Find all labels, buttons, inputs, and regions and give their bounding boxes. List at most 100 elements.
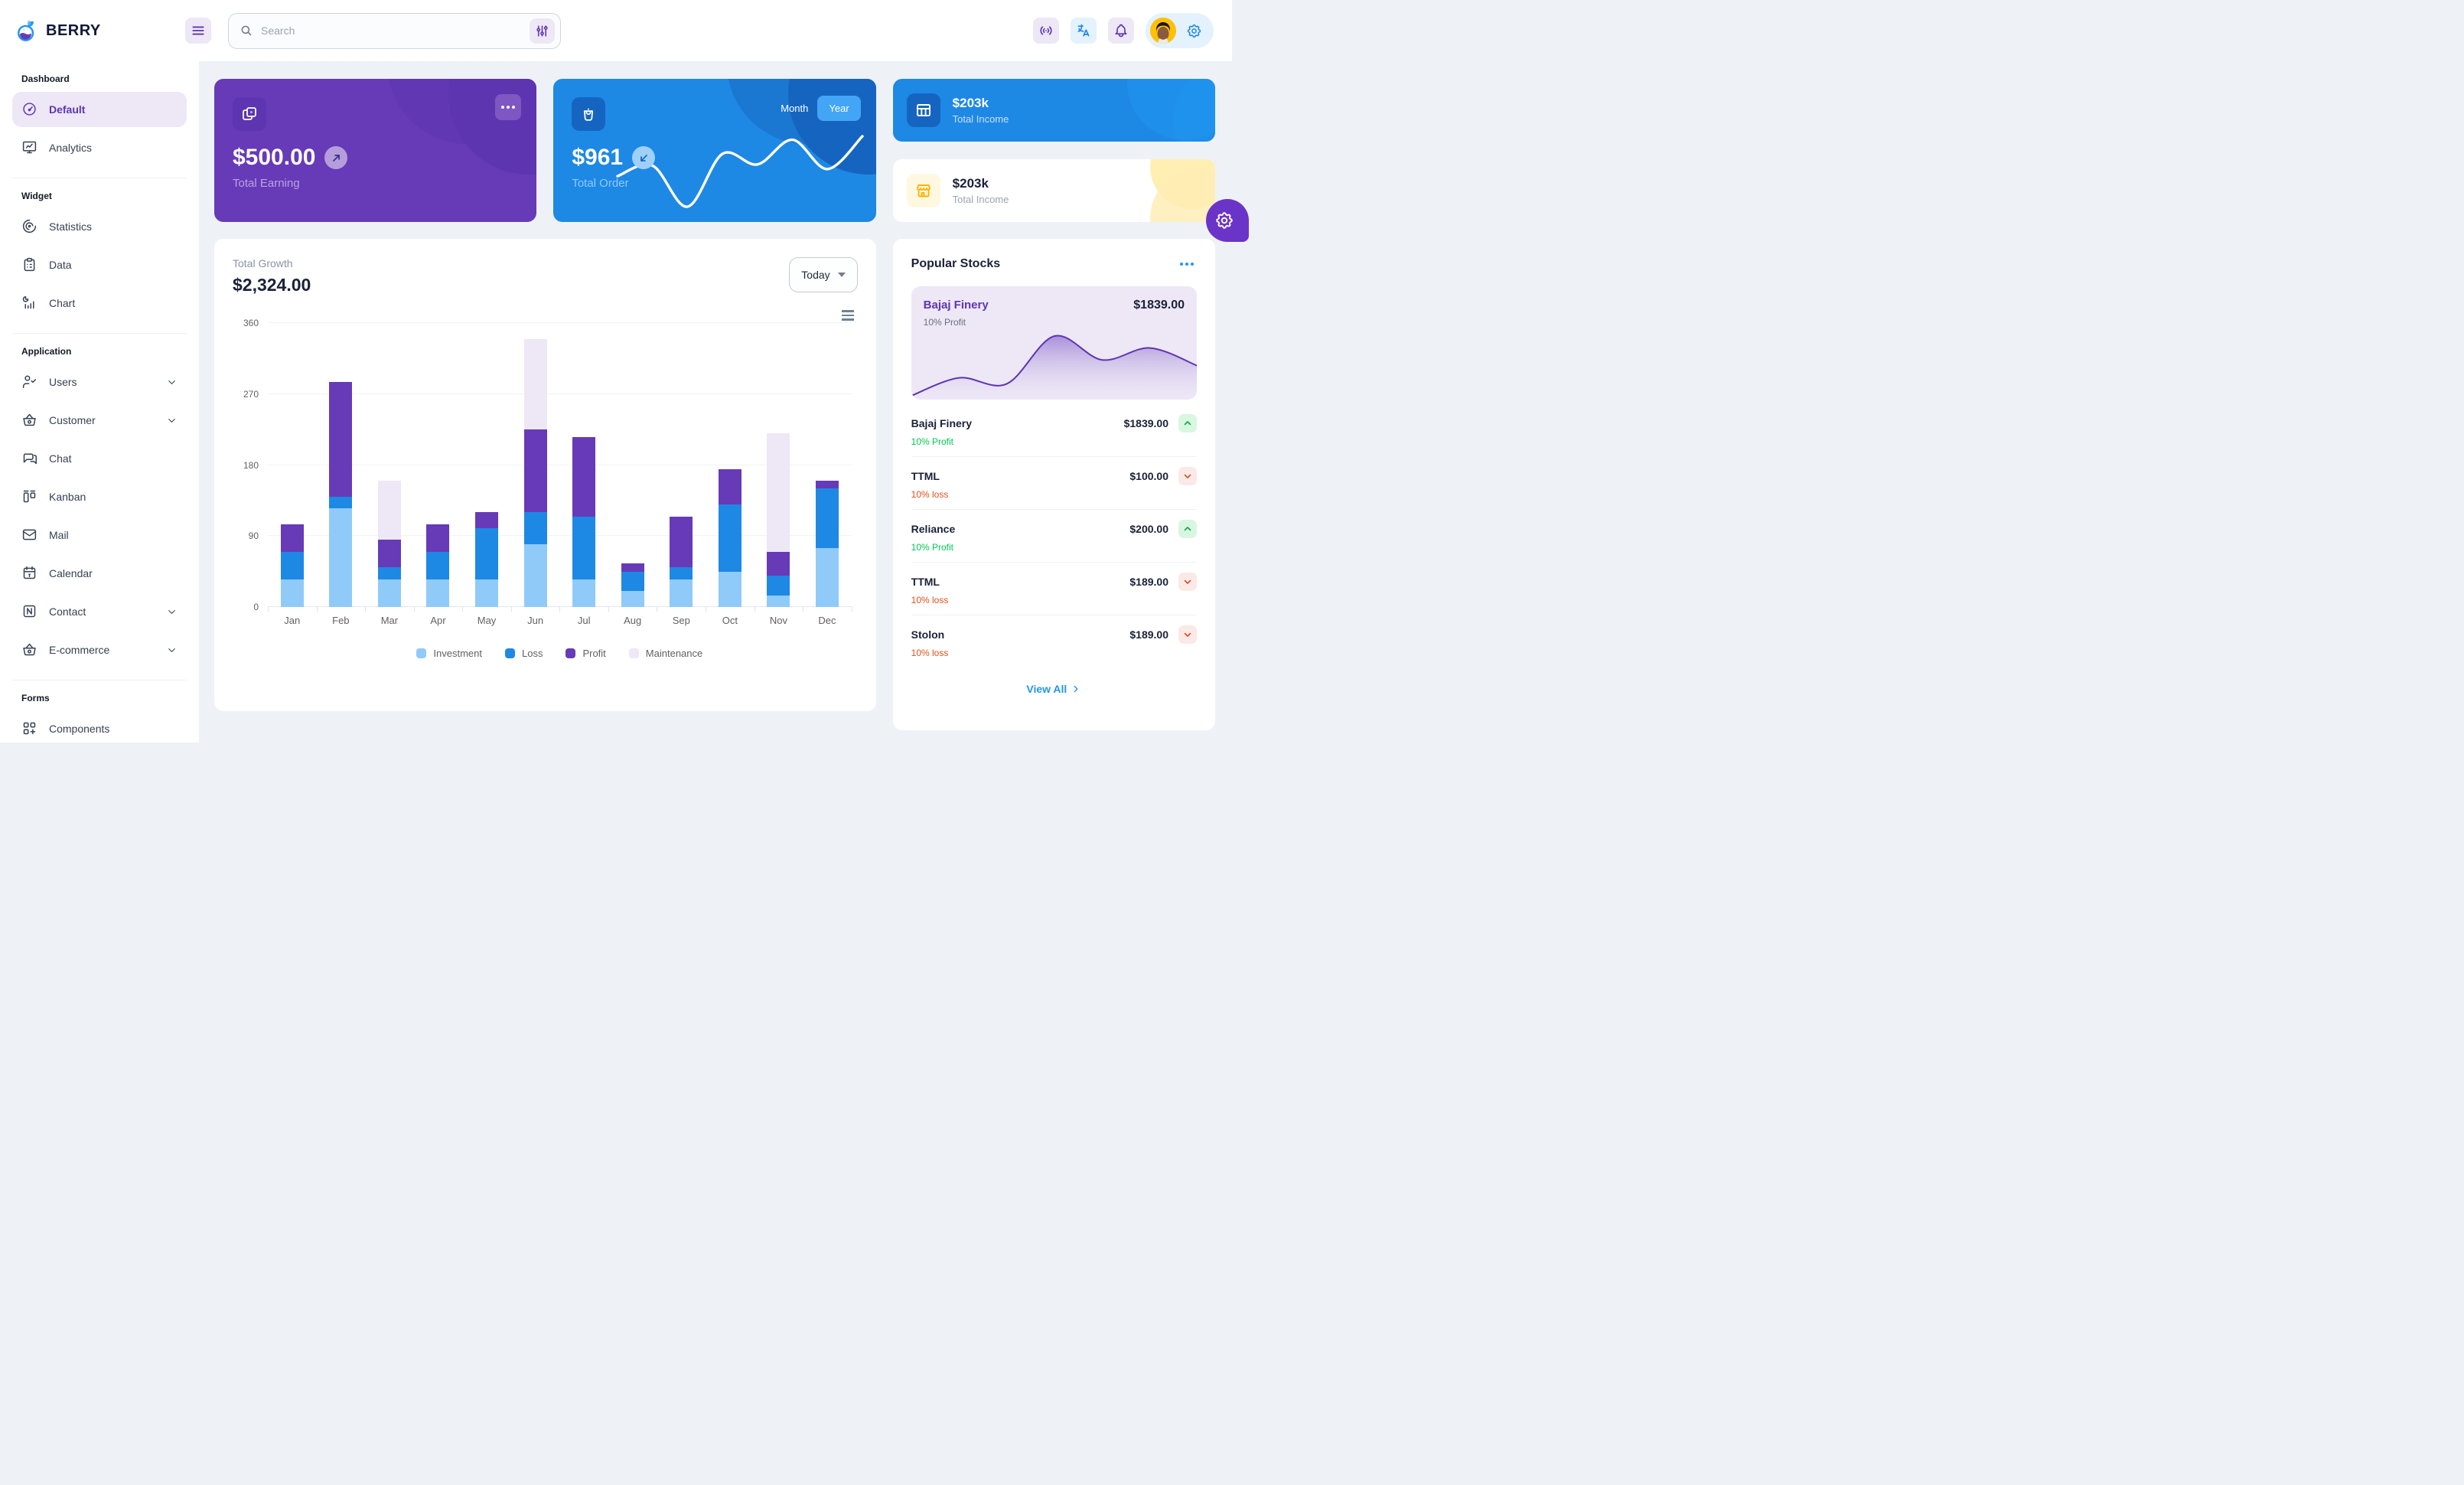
stacked-bar-mar[interactable] [377, 481, 401, 607]
translate-icon[interactable] [1071, 18, 1097, 44]
bar-slot-jun [511, 323, 560, 607]
stacked-bar-jun[interactable] [523, 338, 547, 607]
stacked-bar-oct[interactable] [718, 468, 741, 607]
popular-stocks-card: Popular Stocks Bajaj Finery 10% Profit $… [892, 239, 1215, 730]
stacked-bar-dec[interactable] [815, 481, 839, 607]
calendar-icon [21, 565, 38, 582]
featured-stock-name: Bajaj Finery [923, 299, 989, 312]
year-toggle-button[interactable]: Year [817, 96, 861, 121]
sidebar-item-label: Data [49, 259, 72, 271]
bar-segment-maintenance [523, 338, 547, 430]
sidebar-item-users[interactable]: Users [12, 364, 187, 400]
month-toggle-button[interactable]: Month [781, 103, 809, 114]
sidebar-item-contact[interactable]: Contact [12, 594, 187, 629]
sidebar-item-chart[interactable]: Chart [12, 286, 187, 321]
brand-logo[interactable]: BERRY [15, 19, 185, 42]
x-axis-tick [365, 607, 367, 612]
sidebar-item-mail[interactable]: Mail [12, 517, 187, 553]
chevron-down-badge-icon[interactable] [1178, 467, 1197, 485]
brand-name: BERRY [46, 21, 101, 39]
chevron-down-badge-icon[interactable] [1178, 573, 1197, 591]
kanban-icon [21, 488, 38, 505]
x-axis-tick [559, 607, 561, 612]
gridline-0 [268, 606, 852, 607]
x-axis-tick [510, 607, 512, 612]
legend-item-maintenance[interactable]: Maintenance [628, 648, 702, 659]
stock-row-ttml-3[interactable]: TTML $189.00 10% loss [911, 563, 1197, 615]
stocks-more-options-icon[interactable] [1177, 259, 1197, 269]
chevron-up-badge-icon[interactable] [1178, 414, 1197, 432]
stock-row-bajaj-finery-0[interactable]: Bajaj Finery $1839.00 10% Profit [911, 404, 1197, 457]
sidebar-item-default[interactable]: Default [12, 92, 187, 127]
arrow-down-left-icon[interactable] [632, 146, 656, 169]
featured-stock-price: $1839.00 [1133, 299, 1185, 312]
sidebar-item-components[interactable]: Components [12, 711, 187, 742]
growth-label: Total Growth [233, 257, 293, 269]
stock-row-stolon-4[interactable]: Stolon $189.00 10% loss [911, 615, 1197, 667]
featured-stock-card[interactable]: Bajaj Finery 10% Profit $1839.00 [911, 286, 1197, 400]
bar-slot-oct [706, 323, 755, 607]
stock-row-reliance-2[interactable]: Reliance $200.00 10% Profit [911, 510, 1197, 563]
bar-slot-apr [414, 323, 463, 607]
stacked-bar-apr[interactable] [426, 524, 450, 607]
featured-stock-change: 10% Profit [923, 317, 966, 328]
stacked-bar-may[interactable] [475, 512, 499, 607]
legend-swatch [565, 648, 576, 658]
bar-segment-investment [280, 579, 304, 607]
data-icon [21, 256, 38, 273]
legend-item-loss[interactable]: Loss [504, 648, 543, 659]
legend-item-profit[interactable]: Profit [565, 648, 606, 659]
stock-price: $200.00 [1129, 523, 1168, 535]
filter-sliders-icon[interactable] [530, 18, 555, 44]
nav-caption-forms: Forms [21, 693, 50, 703]
income-light-amount: $203k [952, 176, 989, 191]
customize-settings-button[interactable] [1206, 199, 1249, 242]
earning-more-options-icon[interactable] [495, 94, 522, 120]
bar-segment-loss [475, 527, 499, 579]
stacked-bar-jul[interactable] [572, 437, 596, 607]
sidebar-item-label: Analytics [49, 142, 93, 154]
sidebar-item-e-commerce[interactable]: E-commerce [12, 632, 187, 667]
arrow-up-right-icon[interactable] [324, 146, 348, 169]
bar-segment-investment [718, 571, 741, 607]
sidebar-item-customer[interactable]: Customer [12, 403, 187, 438]
search-input[interactable] [261, 24, 522, 37]
bar-slot-jan [268, 323, 317, 607]
stacked-bar-nov[interactable] [767, 433, 790, 607]
legend-item-investment[interactable]: Investment [416, 648, 482, 659]
chat-icon [21, 450, 38, 467]
gear-icon [1187, 24, 1201, 38]
stacked-bar-jan[interactable] [280, 524, 304, 607]
stock-row-ttml-1[interactable]: TTML $100.00 10% loss [911, 457, 1197, 510]
chevron-up-badge-icon[interactable] [1178, 520, 1197, 538]
period-select[interactable]: Today [789, 257, 858, 292]
view-all-link[interactable]: View All [911, 683, 1197, 695]
sidebar-item-chat[interactable]: Chat [12, 441, 187, 476]
stacked-bar-sep[interactable] [670, 516, 693, 607]
stacked-bar-feb[interactable] [329, 382, 353, 607]
sidebar-item-statistics[interactable]: Statistics [12, 209, 187, 244]
bar-segment-loss [718, 504, 741, 572]
sidebar-item-calendar[interactable]: Calendar [12, 556, 187, 591]
bell-icon[interactable] [1108, 18, 1134, 44]
profile-menu[interactable] [1146, 13, 1214, 48]
sidebar-item-analytics[interactable]: Analytics [12, 130, 187, 165]
bar-segment-profit [670, 516, 693, 568]
stock-name: TTML [911, 576, 940, 588]
total-income-light-card: $203k Total Income [892, 159, 1215, 222]
broadcast-icon[interactable] [1033, 18, 1059, 44]
bar-segment-profit [377, 540, 401, 568]
chevron-down-badge-icon[interactable] [1178, 625, 1197, 644]
chevron-down-icon [837, 273, 846, 277]
sidebar-item-data[interactable]: Data [12, 247, 187, 282]
chart-menu-icon[interactable] [839, 308, 856, 323]
hamburger-icon[interactable] [185, 18, 211, 44]
x-axis-label-oct: Oct [722, 615, 738, 626]
sidebar-item-kanban[interactable]: Kanban [12, 479, 187, 514]
order-period-toggle: Month Year [771, 96, 861, 121]
legend-label: Profit [582, 648, 606, 659]
bar-segment-investment [329, 508, 353, 607]
total-order-label: Total Order [572, 177, 629, 190]
gauge-icon [21, 101, 38, 118]
stacked-bar-aug[interactable] [621, 563, 644, 607]
